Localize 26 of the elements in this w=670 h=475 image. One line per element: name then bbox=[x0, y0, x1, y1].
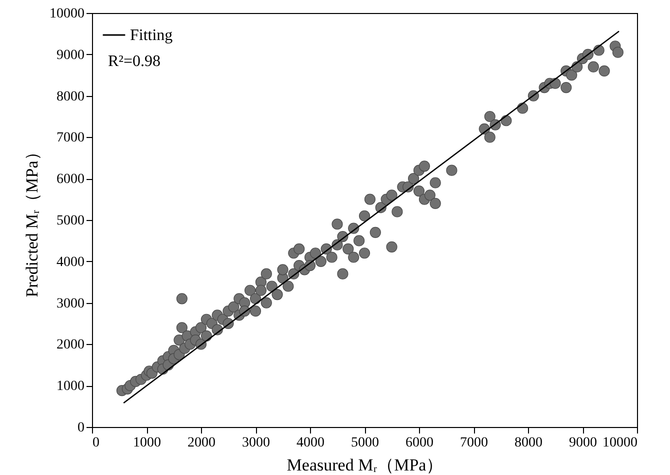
y-tick-label: 8000 bbox=[56, 89, 84, 104]
annotation: R²=0.98 bbox=[108, 53, 160, 70]
x-tick-label: 6000 bbox=[406, 436, 434, 450]
y-tick-label: 3000 bbox=[56, 296, 84, 312]
y-tick-label: 4000 bbox=[56, 254, 84, 270]
y-tick-label: 10000 bbox=[50, 6, 84, 22]
y-tick-label: 5000 bbox=[56, 214, 84, 228]
x-tick-label: 4000 bbox=[296, 436, 324, 450]
x-tick-label: 7000 bbox=[460, 436, 488, 450]
legend-label: Fitting bbox=[130, 27, 173, 44]
y-tick-label: 9000 bbox=[56, 48, 84, 63]
x-tick-label: 1000 bbox=[133, 436, 161, 450]
x-tick-label: 0 bbox=[92, 436, 100, 450]
y-tick-label: 0 bbox=[78, 420, 84, 436]
x-tick-label: 5000 bbox=[351, 436, 379, 450]
y-tick-label: 1000 bbox=[56, 379, 84, 394]
x-tick-label: 8000 bbox=[514, 436, 542, 450]
x-axis-title: Measured Mᵣ（MPa） bbox=[286, 456, 444, 474]
y-tick-label: 7000 bbox=[56, 130, 84, 146]
x-tick-label: 2000 bbox=[188, 436, 216, 450]
x-tick-label: 10000 bbox=[602, 436, 638, 450]
x-tick-label: 9000 bbox=[569, 436, 597, 450]
x-tick-label: 3000 bbox=[242, 436, 270, 450]
y-tick-label: 2000 bbox=[56, 338, 84, 353]
y-tick-label: 6000 bbox=[56, 172, 84, 188]
y-axis-title: Predicted Mᵣ（MPa） bbox=[22, 144, 42, 298]
